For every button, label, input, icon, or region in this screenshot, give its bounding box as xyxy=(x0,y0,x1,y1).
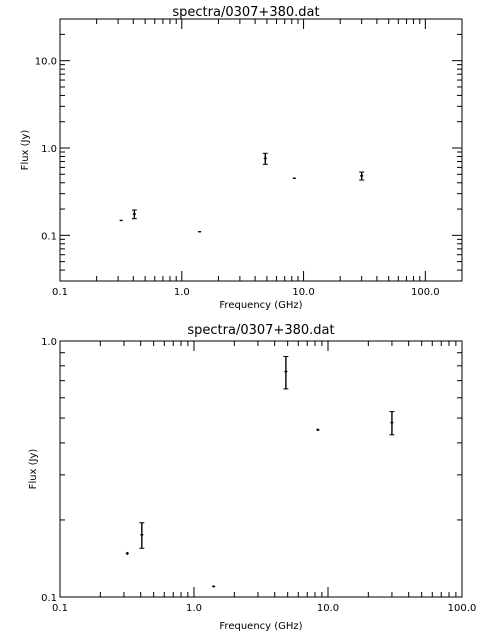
chart-title: spectra/0307+380.dat xyxy=(187,323,334,338)
data-point xyxy=(292,177,296,179)
data-point xyxy=(139,522,145,549)
axes: 0.1 1.0 10.0 100.0 0.1 1.0 xyxy=(41,337,476,614)
chart-title: spectra/0307+380.dat xyxy=(172,5,319,20)
data-points xyxy=(125,355,395,588)
y-tick-label: 1.0 xyxy=(41,337,57,348)
data-point xyxy=(316,428,320,432)
data-point xyxy=(212,585,216,588)
data-point xyxy=(131,209,137,220)
x-tick-label: 10.0 xyxy=(317,603,339,614)
y-tick-label: 0.1 xyxy=(41,231,57,242)
data-point xyxy=(262,152,268,165)
data-points xyxy=(119,152,365,233)
x-tick-label: 100.0 xyxy=(448,603,477,614)
y-axis-label: Flux (Jy) xyxy=(20,130,31,171)
plot-frame xyxy=(59,340,463,598)
y-tick-label: 10.0 xyxy=(35,57,57,68)
x-axis-label: Frequency (GHz) xyxy=(219,621,302,632)
y-tick-label: 1.0 xyxy=(41,144,57,155)
plot-panel-bottom: spectra/0307+380.dat 0.1 1.0 10.0 100.0 0.1 1… xyxy=(28,323,476,632)
x-axis-label: Frequency (GHz) xyxy=(219,300,302,311)
plot-frame xyxy=(59,18,463,282)
x-tick-label: 10.0 xyxy=(292,287,314,298)
data-point xyxy=(283,355,289,390)
data-point xyxy=(125,551,129,555)
data-point xyxy=(359,171,365,181)
data-point xyxy=(198,231,202,233)
x-tick-label: 1.0 xyxy=(174,287,190,298)
data-point xyxy=(119,219,123,222)
plot-panel-top: spectra/0307+380.dat 0.1 1.0 10.0 100.0 0.1 1… xyxy=(20,5,463,311)
data-point xyxy=(389,411,395,436)
x-tick-label: 0.1 xyxy=(52,603,68,614)
x-tick-label: 1.0 xyxy=(186,603,202,614)
x-tick-label: 100.0 xyxy=(411,287,440,298)
axes: 0.1 1.0 10.0 100.0 0.1 1.0 10.0 xyxy=(35,19,462,298)
y-tick-label: 0.1 xyxy=(41,593,57,604)
x-tick-label: 0.1 xyxy=(52,287,68,298)
y-axis-label: Flux (Jy) xyxy=(28,449,39,490)
